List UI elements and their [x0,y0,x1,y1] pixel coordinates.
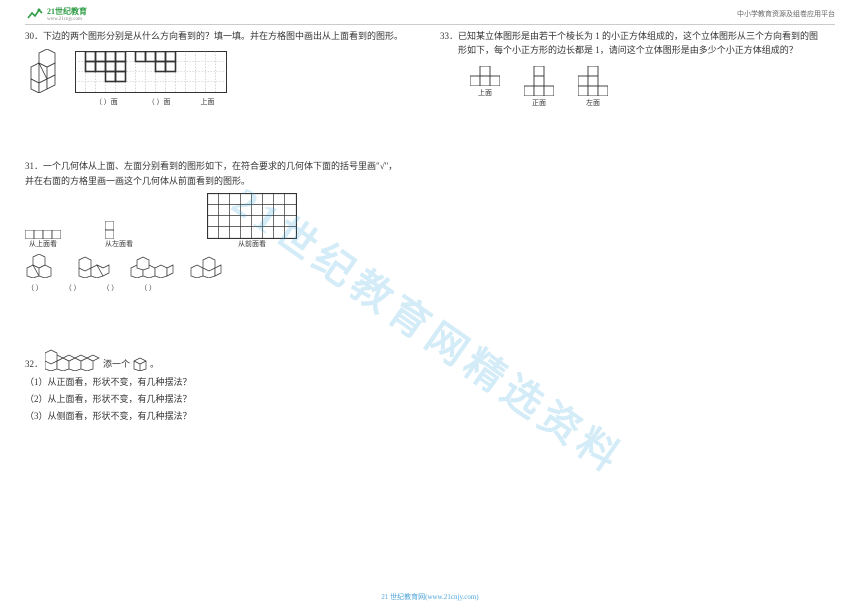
q32: 32． 添一个 。 （1）从正面看，形状不变，有几种摆法？ （2） [25,349,420,422]
q30-label-a: （ ）面 [95,97,118,107]
q30-text: 30．下边的两个图形分别是从什么方向看到的？填一填。并在方格图中画出从上面看到的… [25,29,420,43]
right-column: 33．已知某立体图形是由若干个棱长为 1 的小正方体组成的，这个立体图形从三个方… [440,29,835,432]
q32-tail: 添一个 [103,357,130,371]
q31-cand-1-icon [25,254,65,278]
q31-front-grid: 从前面看 [207,193,297,249]
q31-cap-left: 从左面看 [105,239,133,249]
q31-candidates [25,254,420,278]
q31-text2: 并在右面的方格里画一画这个几何体从前面看到的图形。 [25,174,420,188]
q31-paren-4: （ ） [140,283,156,293]
q31-cand-2-icon [77,254,117,278]
q31-num: 31． [25,161,43,171]
q31-topview-icon [25,230,61,239]
q32-head: 32． 添一个 。 [25,349,420,371]
q33-fig-left: 左面 [578,66,608,108]
q31: 31．一个几何体从上面、左面分别看到的图形如下，在符合要求的几何体下面的括号里画… [25,159,420,293]
q32-num: 32． [25,357,43,371]
q31-text1: 31．一个几何体从上面、左面分别看到的图形如下，在符合要求的几何体下面的括号里画… [25,159,420,173]
q31-paren-3: （ ） [103,283,119,293]
q33-front-icon [524,66,554,96]
logo-url: www.21cnjy.com [47,17,87,22]
q31-cap-top: 从上面看 [25,239,61,249]
logo: 21世纪教育 www.21cnjy.com [25,6,87,22]
header-rule [25,24,835,25]
q33-top-icon [470,66,500,86]
q30-grid [75,51,227,93]
q31-leftview-icon [105,221,114,239]
header-right-text: 中小学教育资源及组卷应用平台 [737,9,835,19]
q32-single-cube-icon [132,355,148,371]
q33-line2: 形如下，每个小正方形的边长都是 1，请问这个立体图形是由多少个小正方体组成的？ [458,43,835,57]
q33-line1: 33．已知某立体图形是由若干个棱长为 1 的小正方体组成的，这个立体图形从三个方… [440,29,835,43]
q30-label-top: 上面 [201,97,215,107]
q33-body1: 已知某立体图形是由若干个棱长为 1 的小正方体组成的，这个立体图形从三个方向看到… [458,31,818,41]
q30-label-b: （ ）面 [148,97,171,107]
q33: 33．已知某立体图形是由若干个棱长为 1 的小正方体组成的，这个立体图形从三个方… [440,29,835,108]
q32-period: 。 [150,357,159,371]
q32-item-2: （2）从上面看，形状不变，有几种摆法？ [25,392,420,405]
q33-fig-front: 正面 [524,66,554,108]
logo-runner-icon [25,7,45,21]
q30-num: 30． [25,31,43,41]
page-header: 21世纪教育 www.21cnjy.com 中小学教育资源及组卷应用平台 [0,0,860,24]
q31-view-row: 从上面看 从左面看 从前面看 [25,193,420,249]
q33-fig-top: 上面 [470,66,500,108]
q33-figs: 上面 正面 [470,66,835,108]
q30-figures [25,49,420,93]
q31-body1: 一个几何体从上面、左面分别看到的图形如下，在符合要求的几何体下面的括号里画"√"… [43,161,397,171]
q33-num: 33． [440,31,458,41]
q33-cap-1: 正面 [524,98,554,108]
q32-cube-row-icon [45,349,101,371]
q31-parens: （ ） （ ） （ ） （ ） [27,283,420,293]
q31-leftview: 从左面看 [105,221,133,249]
q30-cube-3d-icon [25,49,69,93]
q32-item-1: （1）从正面看，形状不变，有几种摆法？ [25,375,420,388]
q30-grid-labels: （ ）面 （ ）面 上面 [95,97,420,107]
q32-item-3: （3）从侧面看，形状不变，有几种摆法？ [25,409,420,422]
q31-paren-1: （ ） [27,283,43,293]
q31-cand-4-icon [189,254,229,278]
footer: 21 世纪教育网(www.21cnjy.com) [0,592,860,602]
left-column: 30．下边的两个图形分别是从什么方向看到的？填一填。并在方格图中画出从上面看到的… [25,29,420,432]
q33-cap-2: 左面 [578,98,608,108]
q31-grid-icon [207,193,297,239]
q33-left-icon [578,66,608,96]
logo-text: 21世纪教育 [47,6,87,17]
q31-cand-3-icon [129,256,177,278]
q31-paren-2: （ ） [65,283,81,293]
q30: 30．下边的两个图形分别是从什么方向看到的？填一填。并在方格图中画出从上面看到的… [25,29,420,107]
q33-cap-0: 上面 [470,88,500,98]
q30-body: 下边的两个图形分别是从什么方向看到的？填一填。并在方格图中画出从上面看到的图形。 [43,31,403,41]
q31-cap-front: 从前面看 [207,239,297,249]
q31-topview: 从上面看 [25,230,61,249]
